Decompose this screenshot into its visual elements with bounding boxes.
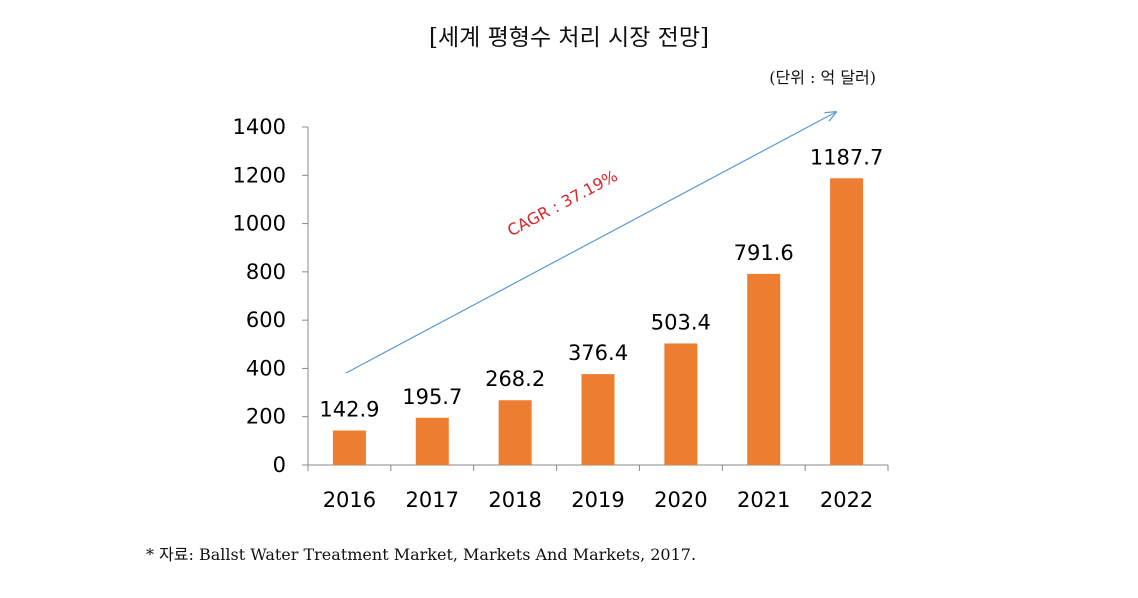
x-tick-label: 2021 bbox=[737, 488, 790, 512]
data-label-2021: 791.6 bbox=[734, 241, 794, 265]
chart-bars bbox=[332, 178, 864, 465]
y-tick-label: 1200 bbox=[233, 163, 286, 187]
data-label-2018: 268.2 bbox=[485, 367, 545, 391]
bar-2017 bbox=[415, 417, 449, 465]
x-tick-label: 2022 bbox=[820, 488, 873, 512]
x-tick-label: 2018 bbox=[488, 488, 541, 512]
cagr-arrow bbox=[345, 112, 836, 374]
y-tick-label: 1400 bbox=[233, 115, 286, 139]
x-tick-label: 2019 bbox=[571, 488, 624, 512]
source-note: * 자료: Ballst Water Treatment Market, Mar… bbox=[146, 545, 697, 564]
data-label-2017: 195.7 bbox=[402, 385, 462, 409]
y-tick-label: 400 bbox=[246, 356, 286, 380]
data-label-2016: 142.9 bbox=[319, 397, 379, 421]
data-label-2022: 1187.7 bbox=[810, 145, 883, 169]
bar-2019 bbox=[581, 374, 615, 465]
x-tick-label: 2017 bbox=[406, 488, 459, 512]
y-tick-label: 1000 bbox=[233, 212, 286, 236]
bar-2018 bbox=[498, 400, 532, 465]
bar-2021 bbox=[747, 273, 781, 465]
y-tick-label: 0 bbox=[273, 453, 286, 477]
data-label-2019: 376.4 bbox=[568, 341, 628, 365]
y-tick-label: 200 bbox=[246, 405, 286, 429]
data-label-2020: 503.4 bbox=[651, 310, 711, 334]
chart-axes: 0 200 400 600 800 1000 1200 1400 2016 2017 2018 201… bbox=[233, 115, 889, 512]
x-tick-label: 2020 bbox=[654, 488, 707, 512]
bar-2022 bbox=[830, 178, 864, 465]
chart-title: [세계 평형수 처리 시장 전망] bbox=[429, 25, 709, 51]
x-tick-label: 2016 bbox=[323, 488, 376, 512]
y-tick-label: 600 bbox=[246, 308, 286, 332]
cagr-label: CAGR : 37.19% bbox=[504, 166, 621, 240]
chart-data-labels: 142.9 195.7 268.2 376.4 503.4 791.6 1187.7 bbox=[319, 145, 883, 421]
bar-2016 bbox=[332, 430, 366, 465]
y-tick-label: 800 bbox=[246, 260, 286, 284]
unit-label: (단위 : 억 달러) bbox=[769, 68, 876, 87]
bar-2020 bbox=[664, 343, 698, 465]
